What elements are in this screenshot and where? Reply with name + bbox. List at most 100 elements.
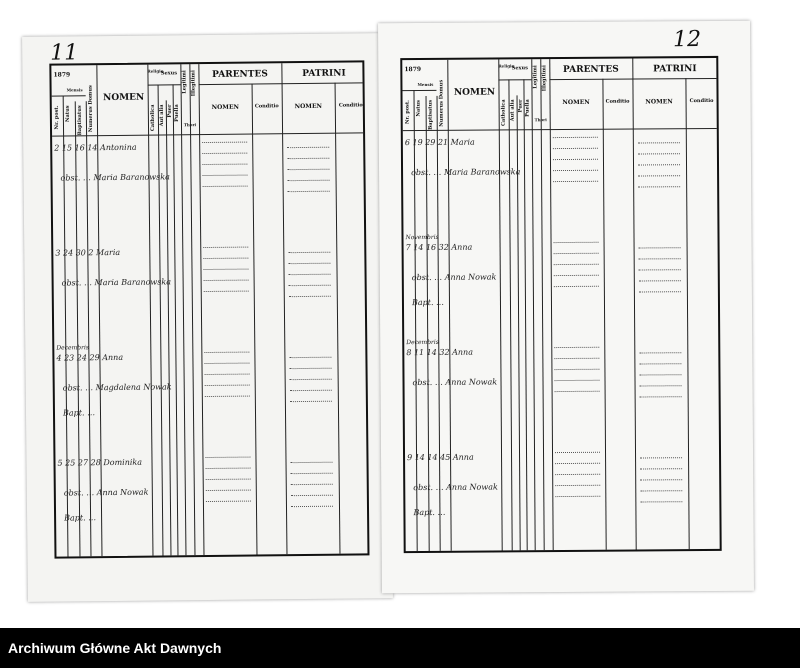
column-rule: [334, 82, 341, 554]
handwriting-godparents: [637, 142, 680, 144]
handwriting-godparents: [638, 280, 681, 282]
header-baptisatus: Baptisatus: [76, 105, 84, 136]
handwriting-godparents: [287, 146, 330, 149]
handwriting-godparents: [289, 378, 332, 381]
handwriting-parents: [554, 368, 600, 371]
entry-note: obst. … Anna Nowak: [411, 272, 497, 283]
handwriting-parents: [202, 141, 248, 144]
handwriting-parents: [204, 373, 250, 376]
handwriting-godparents: [639, 374, 682, 376]
header-rule: [147, 84, 181, 86]
handwriting-godparents: [290, 483, 333, 486]
handwriting-parents: [555, 495, 601, 498]
column-rule: [602, 78, 607, 550]
handwriting-parents: [555, 484, 601, 487]
column-rule: [447, 59, 452, 551]
patrini-conditio: Conditio: [338, 102, 363, 109]
header-natus: Natus: [64, 105, 71, 123]
entry-note: obst. … Anna Nowak: [412, 377, 498, 388]
handwriting-godparents: [288, 273, 331, 276]
handwriting-parents: [202, 174, 248, 177]
handwriting-parents: [552, 158, 598, 161]
handwriting-parents: [203, 257, 249, 260]
column-rule: [147, 64, 154, 556]
handwriting-godparents: [638, 258, 681, 260]
religio-header: Religio: [498, 63, 515, 69]
column-rule: [498, 59, 503, 551]
header-puella: Puella: [173, 104, 180, 122]
handwriting-parents: [552, 147, 598, 150]
header-rule: [52, 132, 364, 137]
handwriting-godparents: [287, 157, 330, 160]
column-rule: [632, 58, 637, 550]
column-rule: [413, 90, 418, 552]
religio-header: Religio: [147, 68, 164, 74]
header-rule: [402, 89, 437, 92]
column-rule: [198, 64, 205, 556]
entry-bapt: Bapt. …: [62, 408, 96, 418]
header-aut_alia: Aut alia: [509, 99, 516, 122]
register-table: 1879 NOMEN PARENTES PATRINI NOMEN Conditio NOM…: [400, 55, 722, 554]
header-puer: Puer: [517, 99, 524, 113]
entry-line: 9 14 14 45 Anna: [407, 452, 474, 463]
mensis-header: Mensis: [417, 81, 434, 88]
column-rule: [531, 59, 536, 551]
handwriting-parents: [205, 489, 251, 492]
handwriting-godparents: [289, 356, 332, 359]
column-rule: [523, 79, 528, 551]
column-rule: [62, 95, 69, 557]
patrini-conditio: Conditio: [689, 97, 714, 105]
column-rule: [172, 84, 179, 556]
patrini-header: PATRINI: [653, 64, 697, 75]
handwriting-godparents: [289, 367, 332, 370]
header-nr: Nr. post.: [404, 100, 411, 125]
handwriting-parents: [202, 163, 248, 166]
handwriting-parents: [202, 185, 248, 188]
parentes-conditio: Conditio: [605, 98, 630, 105]
thori-header: Thori: [183, 122, 197, 128]
header-catholica: Catholica: [149, 104, 157, 132]
handwriting-parents: [205, 478, 251, 481]
column-rule: [165, 100, 172, 556]
handwriting-godparents: [639, 396, 682, 398]
handwriting-parents: [553, 252, 599, 255]
handwriting-parents: [554, 357, 600, 360]
mensis-header: Mensis: [66, 87, 83, 93]
handwriting-godparents: [288, 251, 331, 254]
header-domus: Numerus Domus: [87, 85, 95, 133]
entry-line: 5 25 27 28 Dominika: [57, 457, 143, 468]
patrini-nomen: NOMEN: [294, 102, 323, 111]
column-rule: [685, 78, 690, 550]
left-page: 11 1879 NOMEN PARENTES PATRINI NOMEN Conditio…: [22, 33, 393, 602]
entry-note: obst. … Maria Baranowska: [61, 277, 172, 288]
column-rule: [251, 83, 258, 555]
column-rule: [281, 63, 288, 555]
parentes-conditio: Conditio: [254, 103, 279, 110]
entry-line: 2 15 16 14 Antonina: [54, 142, 137, 153]
column-rule: [508, 79, 513, 551]
handwriting-parents: [203, 246, 249, 249]
handwriting-godparents: [638, 186, 681, 188]
column-rule: [549, 59, 554, 551]
page-number: 11: [50, 40, 79, 66]
column-rule: [157, 84, 164, 556]
entry-note: obst. … Anna Nowak: [413, 482, 498, 493]
header-puer: Puer: [166, 104, 173, 118]
handwriting-parents: [202, 152, 248, 155]
handwriting-parents: [204, 351, 250, 354]
nomen-header: NOMEN: [453, 87, 496, 98]
entry-note: obst. … Maria Baranowska: [60, 172, 170, 183]
handwriting-parents: [553, 285, 599, 288]
header-illegitimi: Illegitimi: [190, 70, 197, 97]
handwriting-godparents: [640, 457, 683, 459]
entry-month: Decembris: [56, 344, 90, 352]
handwriting-godparents: [639, 363, 682, 365]
right-page: 12 1879 NOMEN PARENTES PATRINI NOMEN Conditio…: [378, 20, 754, 594]
handwriting-parents: [553, 263, 599, 266]
handwriting-parents: [205, 467, 251, 470]
handwriting-godparents: [290, 472, 333, 475]
handwriting-godparents: [637, 153, 680, 155]
entry-line: 8 11 14 32 Anna: [406, 347, 474, 358]
nomen-header: NOMEN: [103, 92, 145, 104]
archive-footer: Archiwum Główne Akt Dawnych: [0, 628, 800, 668]
